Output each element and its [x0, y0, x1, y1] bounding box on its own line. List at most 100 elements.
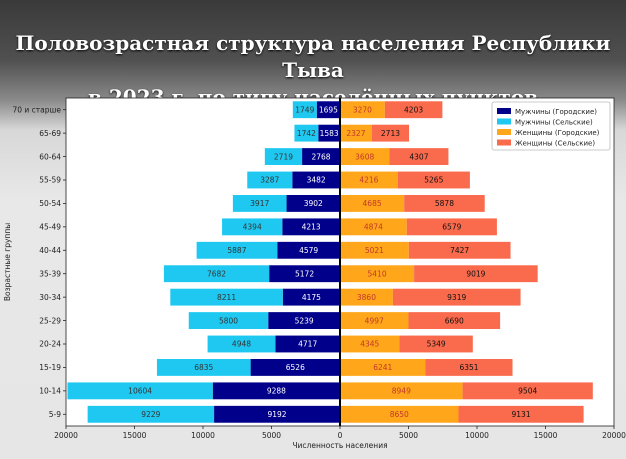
data-label-male-rural: 4948 — [232, 340, 251, 349]
data-label-male-urban: 3902 — [304, 199, 323, 208]
y-tick-label: 70 и старше — [12, 105, 61, 114]
data-label-female-rural: 7427 — [450, 246, 469, 255]
data-label-male-urban: 6526 — [286, 363, 305, 372]
y-tick-label: 65-69 — [39, 129, 61, 138]
bar-male-rural — [247, 171, 293, 189]
data-label-female-urban: 4345 — [360, 340, 379, 349]
data-label-male-urban: 9192 — [267, 410, 286, 419]
bar-female-rural — [389, 148, 449, 166]
bar-female-urban — [340, 335, 400, 353]
bar-female-urban — [340, 171, 398, 189]
legend-box — [491, 101, 611, 151]
data-label-male-urban: 4213 — [302, 223, 321, 232]
bar-female-rural — [458, 405, 584, 423]
data-label-female-rural: 9131 — [512, 410, 531, 419]
x-tick-label: 10000 — [465, 431, 489, 440]
y-tick-label: 45-49 — [39, 223, 61, 232]
y-tick-label: 30-34 — [39, 293, 61, 302]
data-label-male-rural: 5800 — [219, 316, 238, 325]
bar-female-urban — [340, 124, 372, 142]
data-label-female-rural: 2713 — [381, 129, 400, 138]
y-tick-label: 20-24 — [39, 340, 61, 349]
data-label-female-urban: 2327 — [346, 129, 365, 138]
bar-male-rural — [156, 358, 251, 376]
data-label-female-rural: 6690 — [445, 316, 464, 325]
bar-female-rural — [371, 124, 410, 142]
data-label-female-rural: 9019 — [466, 269, 485, 278]
bar-female-urban — [340, 148, 390, 166]
data-label-male-urban: 5172 — [295, 269, 314, 278]
bar-male-rural — [188, 312, 269, 330]
bar-male-urban — [282, 218, 340, 236]
data-label-female-rural: 6351 — [459, 363, 478, 372]
legend-entry: Женщины (Городские) — [515, 129, 600, 137]
data-label-male-rural: 9229 — [141, 410, 160, 419]
data-label-female-rural: 5878 — [435, 199, 454, 208]
bar-male-urban — [250, 358, 340, 376]
bar-male-rural — [67, 382, 213, 400]
data-label-female-rural: 5265 — [424, 176, 443, 185]
bar-male-urban — [318, 124, 340, 142]
y-tick-label: 55-59 — [39, 176, 61, 185]
x-tick-label: 10000 — [191, 431, 215, 440]
data-label-female-urban: 8949 — [392, 387, 411, 396]
data-label-female-urban: 3860 — [357, 293, 376, 302]
bar-male-urban — [268, 312, 340, 330]
bar-female-urban — [340, 218, 407, 236]
y-tick-label: 5-9 — [49, 410, 61, 419]
bar-female-rural — [404, 194, 485, 212]
y-axis-label: Возрастные группы — [3, 223, 12, 301]
data-label-male-urban: 1583 — [320, 129, 339, 138]
bar-female-urban — [340, 358, 426, 376]
x-tick-label: 15000 — [123, 431, 147, 440]
bar-male-urban — [292, 171, 340, 189]
data-label-male-rural: 7682 — [207, 269, 226, 278]
data-label-male-urban: 5239 — [295, 316, 314, 325]
bar-male-urban — [275, 335, 340, 353]
data-label-male-urban: 4175 — [302, 293, 321, 302]
x-tick-label: 5000 — [399, 431, 418, 440]
bar-female-rural — [397, 171, 470, 189]
x-tick-label: 0 — [338, 431, 343, 440]
bar-female-urban — [340, 265, 415, 283]
bar-female-urban — [340, 241, 409, 259]
x-tick-label: 20000 — [54, 431, 78, 440]
data-label-male-rural: 6835 — [194, 363, 213, 372]
data-label-male-urban: 2768 — [311, 152, 330, 161]
bar-female-rural — [462, 382, 593, 400]
legend-swatch — [497, 139, 511, 146]
data-label-female-urban: 4216 — [359, 176, 378, 185]
data-label-male-rural: 1742 — [297, 129, 316, 138]
bar-female-urban — [340, 312, 409, 330]
legend-swatch — [497, 108, 511, 114]
data-label-male-urban: 4717 — [298, 340, 317, 349]
bar-male-rural — [87, 405, 215, 423]
bar-male-rural — [163, 265, 270, 283]
data-label-female-urban: 4874 — [364, 223, 383, 232]
data-label-male-urban: 3482 — [307, 176, 326, 185]
data-label-male-urban: 4579 — [299, 246, 318, 255]
bar-male-rural — [207, 335, 276, 353]
y-tick-label: 10-14 — [39, 387, 61, 396]
data-label-female-urban: 4997 — [365, 316, 384, 325]
data-label-male-rural: 3917 — [250, 199, 269, 208]
bar-male-rural — [292, 101, 317, 119]
bar-female-rural — [399, 335, 473, 353]
bar-male-rural — [294, 124, 319, 142]
bar-male-urban — [302, 148, 340, 166]
bar-male-urban — [214, 405, 340, 423]
data-label-male-rural: 8211 — [217, 293, 236, 302]
bar-male-rural — [196, 241, 278, 259]
bar-female-rural — [384, 101, 443, 119]
data-label-female-rural: 6579 — [442, 223, 461, 232]
y-tick-label: 25-29 — [39, 316, 61, 325]
data-label-female-rural: 9319 — [447, 293, 466, 302]
bar-male-urban — [282, 288, 340, 306]
data-label-male-rural: 2719 — [274, 152, 293, 161]
data-label-female-urban: 6241 — [373, 363, 392, 372]
title-line-1: Половозрастная структура населения Респу… — [15, 31, 611, 82]
legend-swatch — [497, 118, 511, 125]
data-label-female-urban: 5021 — [365, 246, 384, 255]
bar-male-urban — [212, 382, 340, 400]
data-label-female-urban: 5410 — [368, 269, 387, 278]
